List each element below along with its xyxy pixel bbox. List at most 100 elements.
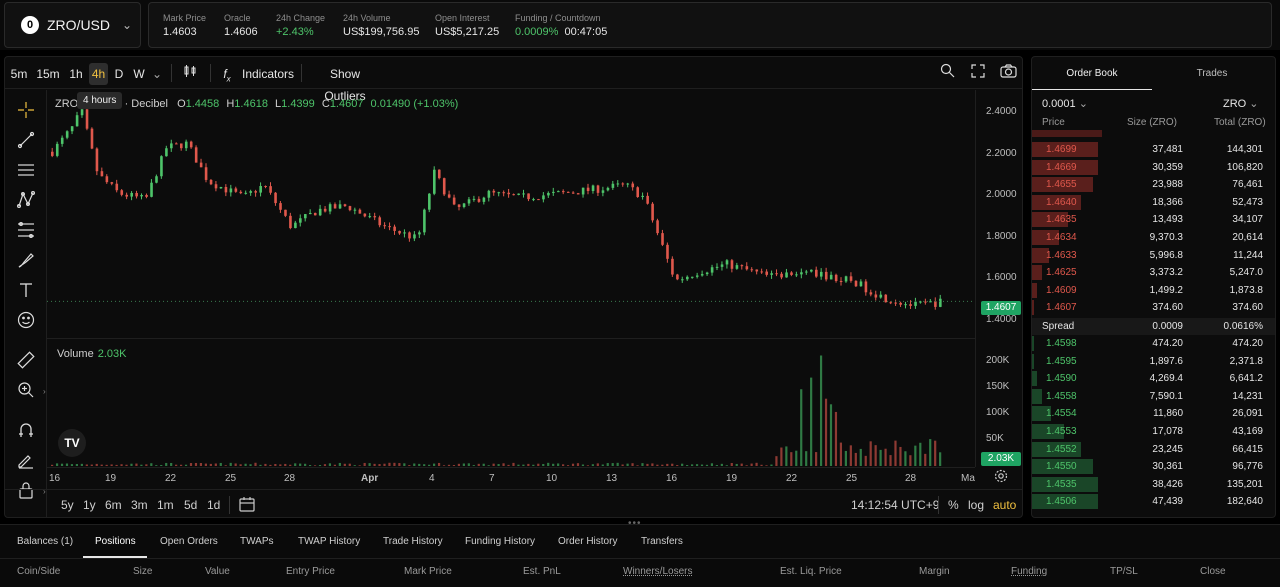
col-margin[interactable]: Margin (919, 566, 950, 577)
col-funding[interactable]: Funding (1011, 566, 1048, 577)
camera-icon[interactable] (998, 63, 1018, 85)
col-close[interactable]: Close (1200, 566, 1226, 577)
price-tick: 2.0000 (986, 189, 1017, 200)
volume-bar (795, 450, 798, 466)
chevron-down-icon[interactable]: ⌄ (151, 67, 163, 81)
search-zoom-icon[interactable] (938, 63, 956, 85)
col-mark-price[interactable]: Mark Price (404, 566, 452, 577)
bid-row[interactable]: 1.4590 4,269.4 6,641.2 (1032, 370, 1275, 387)
ask-row[interactable]: 1.4625 3,373.2 5,247.0 (1032, 264, 1275, 281)
interval-1h[interactable]: 1h (69, 67, 83, 81)
range-3m[interactable]: 3m (131, 498, 148, 512)
ask-row[interactable]: 1.4634 9,370.3 20,614 (1032, 229, 1275, 246)
bid-row[interactable]: 1.4506 47,439 182,640 (1032, 493, 1275, 510)
ask-row[interactable]: 1.4635 13,493 34,107 (1032, 211, 1275, 228)
ask-row[interactable]: 1.4607 374.60 374.60 (1032, 299, 1275, 316)
symbol-selector[interactable]: 0 ZRO/USD ⌄ (4, 2, 141, 48)
chart-clock[interactable]: 14:12:54 UTC+9 (851, 498, 940, 512)
tab-open-orders[interactable]: Open Orders (160, 536, 218, 547)
tab-order-history[interactable]: Order History (558, 536, 618, 547)
candle-type-icon[interactable] (181, 63, 199, 85)
ruler-icon[interactable] (16, 350, 36, 370)
time-axis[interactable]: 16 19 22 25 28 Apr 4 7 10 13 16 19 22 25… (47, 467, 975, 489)
pane-divider[interactable] (47, 338, 975, 339)
tab-twaps[interactable]: TWAPs (240, 536, 274, 547)
bid-row[interactable]: 1.4558 7,590.1 14,231 (1032, 388, 1275, 405)
ask-row[interactable]: 1.4633 5,996.8 11,244 (1032, 247, 1275, 264)
ask-row[interactable]: 1.4655 23,988 76,461 (1032, 176, 1275, 193)
range-1m[interactable]: 1m (157, 498, 174, 512)
col-size[interactable]: Size (133, 566, 153, 577)
tab-order-book[interactable]: Order Book (1032, 57, 1152, 90)
ask-row[interactable]: 1.4699 37,481 144,301 (1032, 141, 1275, 158)
auto-scale-toggle[interactable]: auto (993, 498, 1017, 512)
tab-funding-history[interactable]: Funding History (465, 536, 536, 547)
ask-row[interactable]: 1.4609 1,499.2 1,873.8 (1032, 282, 1275, 299)
chevron-right-icon[interactable]: › (43, 387, 46, 396)
magnet-icon[interactable] (16, 420, 36, 440)
trend-line-icon[interactable] (16, 130, 36, 150)
range-6m[interactable]: 6m (105, 498, 122, 512)
interval-15m[interactable]: 15m (36, 67, 60, 81)
bid-row[interactable]: 1.4554 11,860 26,091 (1032, 405, 1275, 422)
col-est-liq-price[interactable]: Est. Liq. Price (780, 566, 842, 577)
tick-size-select[interactable]: 0.0001 ⌄ (1042, 97, 1088, 110)
tradingview-logo[interactable]: TV (58, 429, 86, 457)
percent-scale-toggle[interactable]: % (948, 498, 959, 512)
range-1d[interactable]: 1d (207, 498, 221, 512)
range-5d[interactable]: 5d (184, 498, 198, 512)
col-coin-side[interactable]: Coin/Side (17, 566, 61, 577)
col-tp-sl[interactable]: TP/SL (1110, 566, 1138, 577)
price-chart-canvas[interactable] (47, 90, 975, 467)
ask-row[interactable]: 1.4669 30,359 106,820 (1032, 159, 1275, 176)
bid-row[interactable]: 1.4595 1,897.6 2,371.8 (1032, 353, 1275, 370)
col-entry-price[interactable]: Entry Price (286, 566, 335, 577)
fib-retracement-icon[interactable] (16, 220, 36, 240)
tab-transfers[interactable]: Transfers (641, 536, 683, 547)
bid-row[interactable]: 1.4598 474.20 474.20 (1032, 335, 1275, 352)
bid-row[interactable]: 1.4553 17,078 43,169 (1032, 423, 1275, 440)
tab-trade-history[interactable]: Trade History (383, 536, 443, 547)
interval-5m[interactable]: 5m (10, 67, 28, 81)
resize-handle[interactable]: ••• (628, 518, 642, 529)
interval-w[interactable]: W (133, 67, 145, 81)
col-est-pnl[interactable]: Est. PnL (523, 566, 561, 577)
candle-body (175, 143, 178, 145)
function-icon[interactable]: fx (223, 67, 231, 84)
ask-row[interactable]: 1.4640 18,366 52,473 (1032, 194, 1275, 211)
bid-row[interactable]: 1.4535 38,426 135,201 (1032, 476, 1275, 493)
show-outliers-button[interactable]: Show Outliers (324, 67, 366, 103)
tab-positions[interactable]: Positions (95, 536, 136, 547)
range-5y[interactable]: 5y (61, 498, 74, 512)
range-1y[interactable]: 1y (83, 498, 96, 512)
legend-close: 1.4607 (329, 98, 364, 110)
price-axis[interactable]: 2.4000 2.2000 2.0000 1.8000 1.6000 1.400… (975, 90, 1022, 467)
brush-icon[interactable] (16, 250, 36, 270)
unit-select[interactable]: ZRO ⌄ (1223, 97, 1259, 110)
pencil-lock-icon[interactable] (16, 450, 36, 470)
chevron-right-icon[interactable]: › (43, 487, 46, 496)
log-scale-toggle[interactable]: log (968, 498, 985, 512)
col-value[interactable]: Value (205, 566, 230, 577)
emoji-icon[interactable] (16, 310, 36, 330)
pattern-icon[interactable] (16, 190, 36, 210)
col-winners-losers[interactable]: Winners/Losers (623, 566, 693, 577)
bid-row[interactable]: 1.4550 30,361 96,776 (1032, 458, 1275, 475)
horizontal-lines-icon[interactable] (16, 160, 36, 180)
candle-body (378, 217, 382, 226)
fullscreen-icon[interactable] (969, 63, 987, 85)
indicators-button[interactable]: Indicators (242, 67, 295, 81)
text-icon[interactable] (16, 280, 36, 300)
interval-d[interactable]: D (114, 67, 124, 81)
tab-twap-history[interactable]: TWAP History (298, 536, 361, 547)
zoom-in-icon[interactable] (16, 380, 36, 400)
crosshair-icon[interactable] (16, 100, 36, 120)
settings-gear-icon[interactable] (994, 469, 1008, 486)
bid-row[interactable]: 1.4552 23,245 66,415 (1032, 441, 1275, 458)
calendar-range-icon[interactable] (239, 497, 255, 515)
tab-trades[interactable]: Trades (1196, 68, 1228, 79)
interval-4h[interactable]: 4h (89, 63, 108, 85)
volume-value: 2.03K (97, 348, 127, 360)
tab-balances[interactable]: Balances (1) (17, 536, 74, 547)
volume-bar (333, 464, 336, 466)
